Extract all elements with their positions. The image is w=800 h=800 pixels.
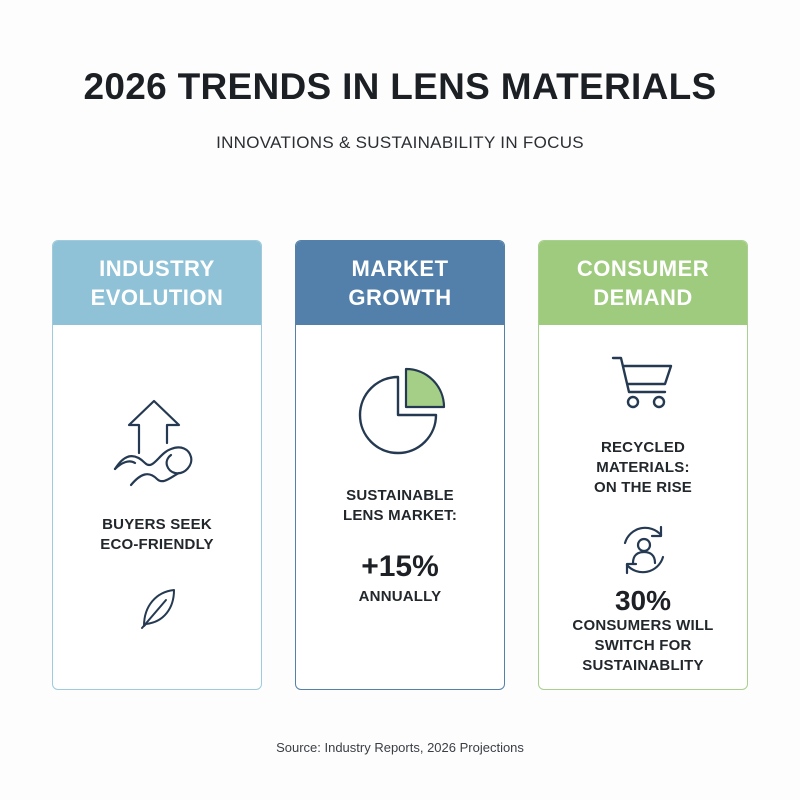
card-text-line: BUYERS SEEK: [102, 516, 212, 533]
stat-caption-line: CONSUMERS WILL: [572, 617, 714, 634]
page-title: 2026 TRENDS IN LENS MATERIALS: [83, 66, 717, 107]
card-market-growth: MARKET GROWTH SUSTAINABLE LENS MARKET: +…: [295, 240, 505, 690]
stat-caption: ANNUALLY: [358, 588, 442, 605]
card-text-line: SUSTAINABLE: [346, 487, 454, 504]
stat-value: 30%: [614, 585, 672, 616]
card-header-line: INDUSTRY: [99, 256, 215, 281]
card-header-line: DEMAND: [593, 285, 693, 310]
card-header-line: GROWTH: [348, 285, 452, 310]
card-text: BUYERS SEEK ECO-FRIENDLY: [53, 515, 261, 555]
card-text-line: MATERIALS:: [596, 459, 690, 476]
card-industry-evolution: INDUSTRY EVOLUTION BUYERS SEEK ECO-FRIEN…: [52, 240, 262, 690]
card-text: SUSTAINABLE LENS MARKET:: [296, 486, 504, 526]
stat-caption: CONSUMERS WILL SWITCH FOR SUSTAINABLITY: [539, 616, 747, 676]
shopping-cart-icon: [611, 356, 673, 409]
card-header: MARKET GROWTH: [296, 241, 504, 325]
page-subtitle: INNOVATIONS & SUSTAINABILITY IN FOCUS: [216, 133, 584, 152]
leaf-icon: [141, 589, 175, 629]
card-header-line: CONSUMER: [576, 256, 710, 281]
user-cycle-icon: [623, 525, 665, 575]
card-text: RECYCLED MATERIALS: ON THE RISE: [539, 438, 747, 498]
stat-caption-line: SUSTAINABLITY: [582, 657, 704, 674]
card-text-line: ECO-FRIENDLY: [100, 536, 214, 553]
card-text-line: LENS MARKET:: [342, 507, 458, 524]
card-header-line: MARKET: [351, 256, 449, 281]
card-header: INDUSTRY EVOLUTION: [53, 241, 261, 325]
stat-value: +15%: [361, 550, 439, 583]
pie-chart-icon: [358, 367, 446, 455]
card-text-line: ON THE RISE: [593, 479, 693, 496]
card-header: CONSUMER DEMAND: [539, 241, 747, 325]
card-header-line: EVOLUTION: [90, 285, 224, 310]
stat-caption-line: SWITCH FOR: [594, 637, 692, 654]
card-text-line: RECYCLED: [600, 439, 686, 456]
trend-arrow-up-icon: [113, 399, 193, 487]
card-consumer-demand: CONSUMER DEMAND RECYCLED MATERIALS: ON T…: [538, 240, 748, 690]
source-note: Source: Industry Reports, 2026 Projectio…: [276, 740, 524, 755]
